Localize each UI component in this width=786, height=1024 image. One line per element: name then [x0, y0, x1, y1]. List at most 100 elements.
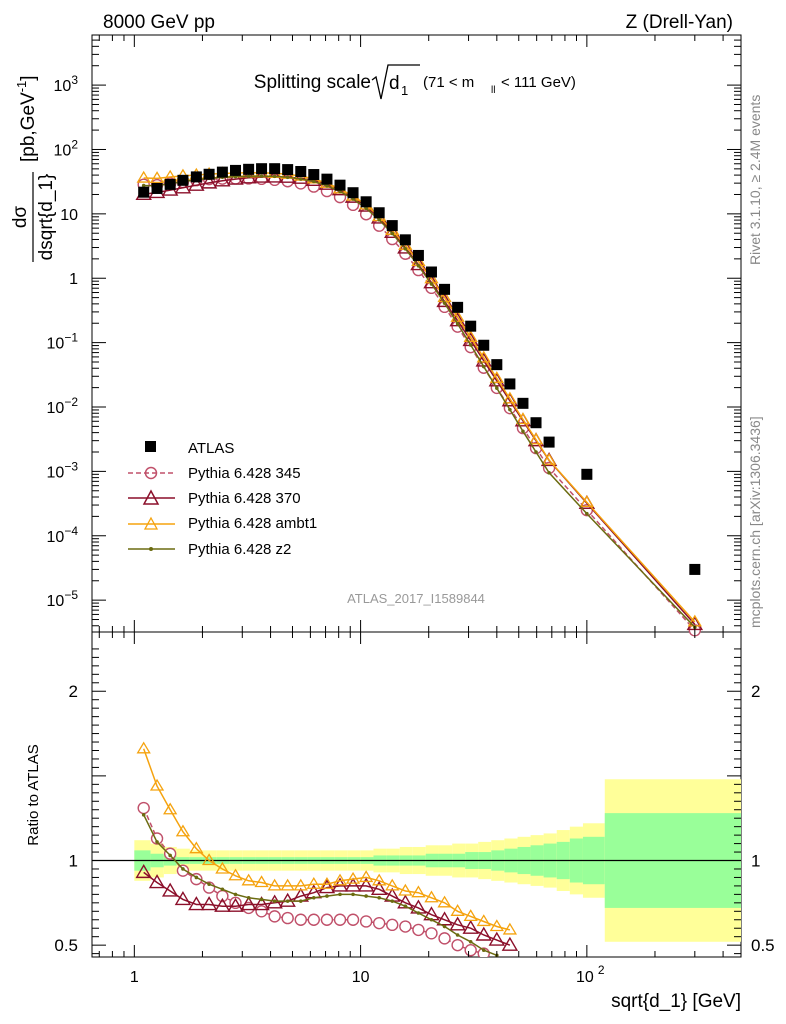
ratio-point-p345 — [137, 801, 150, 815]
point-z2 — [246, 174, 251, 178]
ratio-point-z2 — [390, 899, 395, 903]
ratio-point-p370 — [188, 896, 205, 911]
point-atlas — [373, 207, 385, 219]
point-z2 — [364, 206, 368, 211]
ratio-point-ambt1 — [358, 870, 374, 883]
ratio-series-group — [135, 741, 519, 957]
ratio-point-p370 — [227, 897, 244, 912]
ratio-plot-area — [135, 741, 519, 957]
x-tick-label: 10 — [576, 969, 594, 986]
point-atlas — [452, 301, 464, 313]
point-z2 — [495, 386, 499, 390]
header-right: Z (Drell-Yan) — [626, 12, 733, 33]
point-p370 — [188, 176, 205, 191]
legend-item-z2: Pythia 6.428 z2 — [128, 541, 291, 558]
ratio-point-ambt1 — [175, 824, 191, 837]
ratio-point-p370 — [279, 892, 296, 907]
point-atlas — [581, 468, 593, 480]
ratio-point-p345 — [451, 938, 464, 952]
ratio-point-ambt1 — [372, 873, 387, 886]
point-z2 — [508, 407, 512, 412]
point-z2 — [390, 231, 395, 236]
y-tick-label: 102 — [54, 137, 79, 159]
ratio-point-z2 — [442, 924, 447, 929]
point-z2 — [403, 247, 408, 251]
point-z2 — [547, 471, 551, 475]
x-tick-label: 10 — [352, 969, 370, 986]
ratio-point-p370 — [148, 874, 166, 889]
point-atlas — [530, 417, 542, 429]
ratio-point-p370 — [370, 880, 388, 895]
y-tick-label: 1 — [69, 271, 78, 288]
point-ambt1 — [463, 330, 478, 342]
point-z2 — [521, 429, 525, 434]
point-p370 — [279, 168, 296, 183]
ratio-point-z2 — [377, 895, 381, 900]
ratio-point-z2 — [455, 933, 460, 937]
ratio-point-z2 — [298, 899, 303, 903]
y-tick-label: 10−2 — [47, 395, 79, 417]
point-z2 — [285, 175, 290, 180]
ratio-point-ambt1 — [228, 868, 243, 881]
ratio-point-p345 — [438, 932, 451, 945]
ratio-point-z2 — [233, 892, 238, 897]
ratio-point-p370 — [488, 931, 506, 946]
legend-marker-p370 — [142, 489, 160, 505]
ratio-line-ambt1 — [142, 748, 511, 931]
ratio-point-p370 — [436, 911, 453, 926]
ratio-point-p370 — [449, 916, 466, 931]
ratio-tick-label-right: 0.5 — [751, 936, 775, 955]
point-atlas — [334, 179, 346, 191]
series-line-z2 — [143, 175, 696, 628]
ratio-point-z2 — [468, 939, 473, 944]
ratio-tick-label-left: 1 — [69, 852, 78, 871]
ratio-point-p370 — [253, 896, 270, 911]
ratio-point-p370 — [214, 897, 231, 912]
ratio-series-z2 — [141, 813, 499, 957]
ratio-point-p345 — [372, 916, 386, 930]
point-p370 — [488, 372, 506, 387]
point-z2 — [429, 282, 434, 286]
ratio-point-z2 — [155, 840, 159, 844]
plot-title: Splitting scale d 1 (71 < m ll < 111 GeV… — [254, 64, 576, 100]
point-z2 — [481, 364, 486, 369]
ratio-point-z2 — [403, 904, 408, 909]
x-tick-label: 1 — [130, 969, 139, 986]
ratio-point-p345 — [307, 913, 320, 926]
point-atlas — [491, 359, 503, 371]
point-atlas — [439, 283, 451, 295]
ratio-point-z2 — [416, 911, 421, 915]
point-p370 — [423, 274, 440, 289]
ratio-point-p370 — [240, 896, 257, 911]
legend-item-atlas: ATLAS — [145, 440, 234, 457]
point-z2 — [377, 218, 381, 222]
ratio-uncertainty-band — [92, 779, 741, 942]
y-tick-label: 10−1 — [47, 331, 79, 353]
point-z2 — [272, 174, 277, 179]
point-z2 — [416, 264, 421, 268]
ylabel-denominator: dsqrt{d_1} — [36, 174, 57, 261]
point-ambt1 — [579, 495, 595, 508]
point-z2 — [442, 301, 447, 305]
ratio-point-p370 — [344, 877, 362, 892]
legend-marker-atlas — [145, 441, 156, 452]
point-z2 — [534, 450, 538, 454]
legend-label-z2: Pythia 6.428 z2 — [188, 541, 291, 558]
ratio-point-z2 — [246, 895, 251, 900]
point-atlas — [399, 234, 411, 246]
point-p370 — [227, 170, 244, 185]
legend-label-atlas: ATLAS — [188, 440, 234, 457]
ratio-point-z2 — [481, 948, 486, 953]
ratio-point-ambt1 — [241, 873, 256, 886]
mcplots-label: mcplots.cern.ch [arXiv:1306.3436] — [747, 416, 763, 628]
ratio-point-ambt1 — [267, 878, 282, 891]
ratio-point-ambt1 — [319, 876, 335, 889]
point-ambt1 — [450, 309, 465, 322]
header-left: 8000 GeV pp — [103, 12, 215, 33]
point-atlas — [151, 182, 163, 194]
point-atlas — [295, 165, 307, 177]
point-atlas — [465, 320, 477, 332]
ratio-point-ambt1 — [489, 919, 504, 932]
